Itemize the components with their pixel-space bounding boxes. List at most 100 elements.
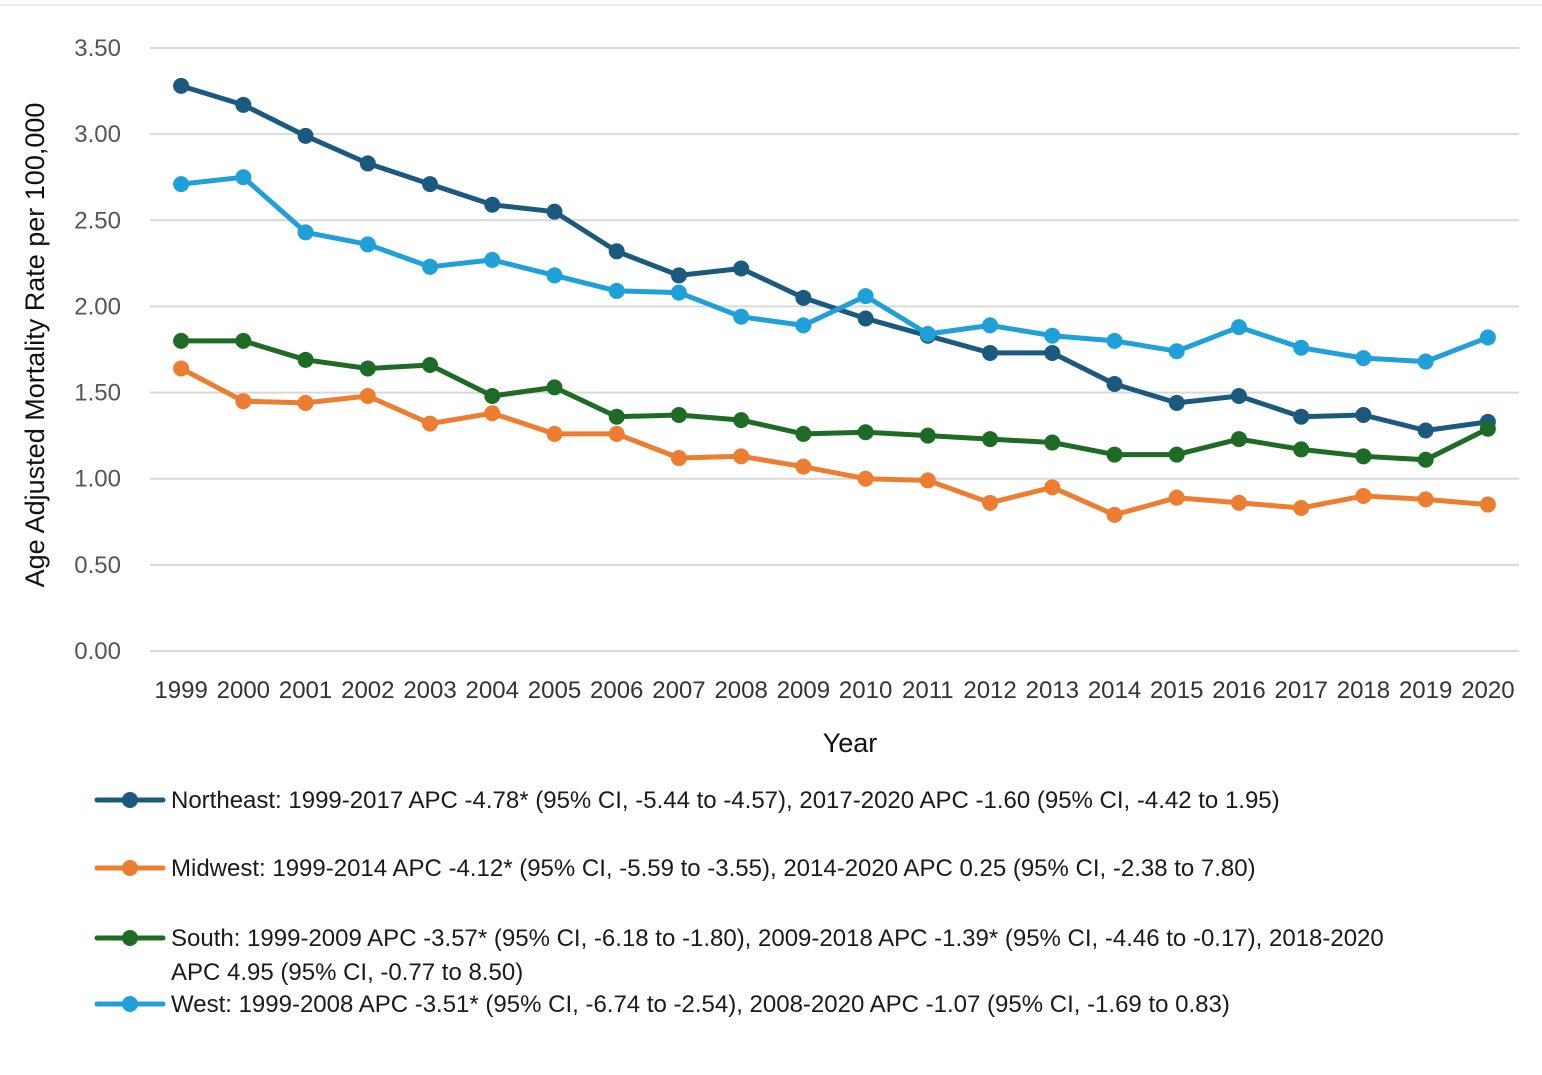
series-line bbox=[178, 366, 1491, 518]
data-point bbox=[1417, 353, 1434, 370]
data-point bbox=[1106, 332, 1123, 349]
data-point bbox=[670, 450, 687, 467]
data-point bbox=[795, 317, 812, 334]
data-point bbox=[173, 332, 190, 349]
x-axis-ticks: 1999 2000 2001 2002 2003 2004 2005 2006 2007 2008… bbox=[154, 677, 1514, 704]
data-point bbox=[1106, 375, 1123, 392]
x-tick-label: 2011 bbox=[902, 677, 954, 704]
x-tick-label: 2002 bbox=[341, 677, 394, 704]
y-axis-title: Age Adjusted Mortality Rate per 100,000 bbox=[20, 103, 50, 588]
x-tick-label: 2005 bbox=[528, 677, 581, 704]
data-point bbox=[1106, 446, 1123, 463]
series-group bbox=[173, 169, 1496, 370]
legend-swatch-marker bbox=[122, 996, 138, 1012]
data-point bbox=[1168, 394, 1185, 411]
data-point bbox=[982, 344, 999, 361]
data-point bbox=[1355, 406, 1372, 423]
data-point bbox=[546, 379, 563, 396]
data-point bbox=[1168, 446, 1185, 463]
data-point bbox=[982, 494, 999, 511]
y-tick-label: 0.00 bbox=[74, 638, 121, 665]
data-point bbox=[857, 470, 874, 487]
data-point bbox=[1417, 491, 1434, 508]
data-point bbox=[1355, 448, 1372, 465]
x-tick-label: 2006 bbox=[590, 677, 643, 704]
x-tick-label: 2020 bbox=[1461, 677, 1514, 704]
data-point bbox=[484, 388, 501, 405]
data-point bbox=[1230, 388, 1247, 405]
data-point bbox=[733, 448, 750, 465]
data-point bbox=[982, 431, 999, 448]
data-point bbox=[1417, 422, 1434, 439]
data-point bbox=[982, 317, 999, 334]
data-point bbox=[297, 127, 314, 144]
series-group bbox=[173, 360, 1496, 523]
x-tick-label: 2001 bbox=[279, 677, 332, 704]
data-point bbox=[919, 427, 936, 444]
data-point bbox=[1479, 329, 1496, 346]
data-point bbox=[670, 406, 687, 423]
x-tick-label: 2013 bbox=[1026, 677, 1079, 704]
data-point bbox=[795, 458, 812, 475]
data-point bbox=[1417, 451, 1434, 468]
x-tick-label: 2003 bbox=[403, 677, 456, 704]
x-tick-label: 2015 bbox=[1150, 677, 1203, 704]
legend-swatch-marker bbox=[122, 930, 138, 946]
data-point bbox=[297, 394, 314, 411]
data-point bbox=[235, 169, 252, 186]
x-tick-label: 2016 bbox=[1212, 677, 1265, 704]
data-point bbox=[1355, 487, 1372, 504]
y-tick-label: 3.50 bbox=[74, 35, 121, 62]
data-point bbox=[1355, 350, 1372, 367]
data-point bbox=[670, 267, 687, 284]
data-point bbox=[546, 267, 563, 284]
data-point bbox=[173, 360, 190, 377]
data-point bbox=[919, 325, 936, 342]
data-point bbox=[422, 258, 439, 275]
data-point bbox=[235, 393, 252, 410]
y-tick-label: 1.00 bbox=[74, 466, 121, 493]
data-point bbox=[608, 282, 625, 299]
y-tick-label: 3.00 bbox=[74, 121, 121, 148]
legend-item: Northeast: 1999-2017 APC -4.78* (95% CI,… bbox=[94, 787, 1280, 814]
data-point bbox=[733, 260, 750, 277]
data-point bbox=[670, 284, 687, 301]
data-point bbox=[297, 351, 314, 368]
legend-label: APC 4.95 (95% CI, -0.77 to 8.50) bbox=[171, 959, 523, 986]
data-point bbox=[1479, 420, 1496, 437]
data-point bbox=[1106, 506, 1123, 523]
data-point bbox=[795, 425, 812, 442]
data-point bbox=[422, 415, 439, 432]
series-line bbox=[178, 174, 1491, 365]
data-point bbox=[608, 243, 625, 260]
data-point bbox=[608, 408, 625, 425]
series-lines bbox=[173, 77, 1496, 523]
data-point bbox=[235, 96, 252, 113]
x-tick-label: 2012 bbox=[963, 677, 1016, 704]
data-point bbox=[484, 405, 501, 422]
data-point bbox=[733, 308, 750, 325]
series-group bbox=[173, 77, 1496, 439]
data-point bbox=[1293, 441, 1310, 458]
legend-label: South: 1999-2009 APC -3.57* (95% CI, -6.… bbox=[171, 925, 1384, 952]
data-point bbox=[422, 176, 439, 193]
legend-item: South: 1999-2009 APC -3.57* (95% CI, -6.… bbox=[94, 925, 1384, 986]
series-line bbox=[178, 338, 1491, 463]
legend-label: Midwest: 1999-2014 APC -4.12* (95% CI, -… bbox=[171, 855, 1256, 882]
series-line bbox=[178, 83, 1491, 433]
x-tick-label: 2000 bbox=[217, 677, 270, 704]
data-point bbox=[1168, 489, 1185, 506]
data-point bbox=[484, 196, 501, 213]
data-point bbox=[422, 357, 439, 374]
data-point bbox=[1293, 408, 1310, 425]
data-point bbox=[1044, 479, 1061, 496]
data-point bbox=[795, 289, 812, 306]
data-point bbox=[1230, 319, 1247, 336]
legend-item: Midwest: 1999-2014 APC -4.12* (95% CI, -… bbox=[94, 855, 1256, 882]
y-tick-label: 2.00 bbox=[74, 293, 121, 320]
data-point bbox=[484, 251, 501, 268]
legend-swatch-marker bbox=[122, 860, 138, 876]
data-point bbox=[857, 424, 874, 441]
data-point bbox=[359, 236, 376, 253]
